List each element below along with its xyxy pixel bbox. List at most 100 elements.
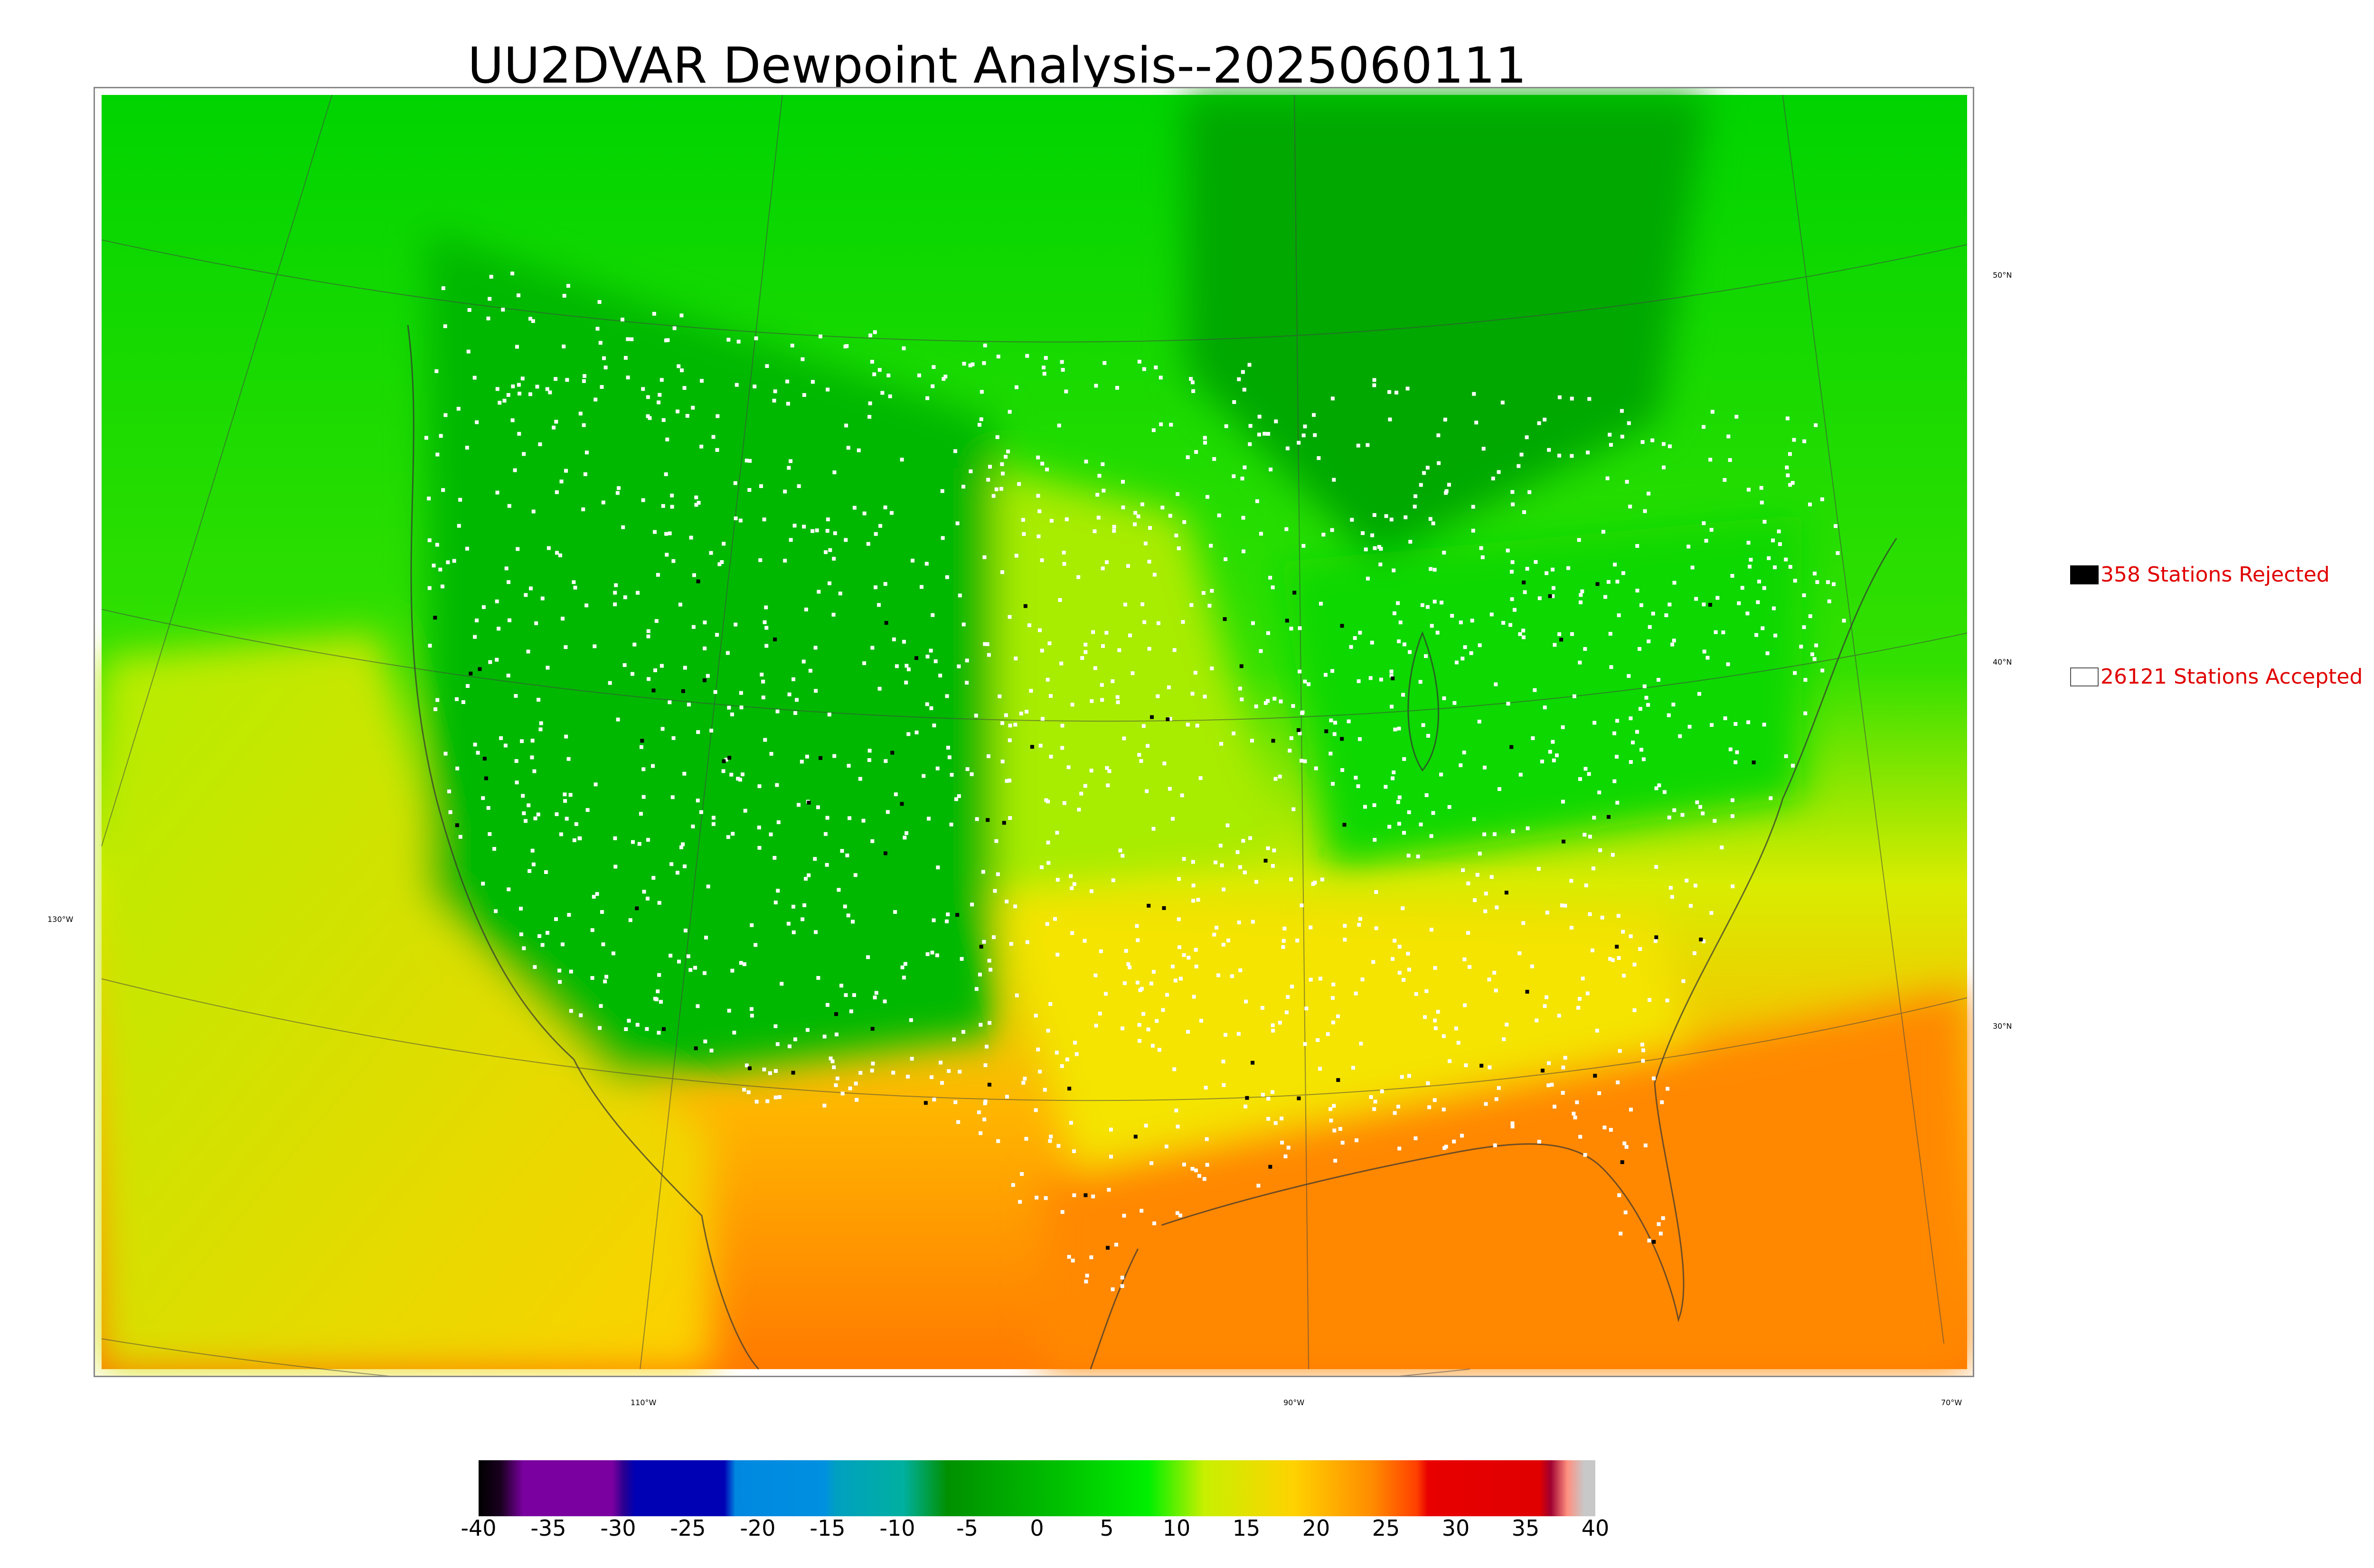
station-accepted: [623, 595, 627, 600]
station-accepted: [1694, 597, 1698, 601]
station-accepted: [1250, 739, 1254, 743]
station-accepted: [495, 599, 499, 603]
station-accepted: [933, 659, 938, 664]
station-rejected: [1150, 715, 1154, 719]
station-rejected: [722, 759, 726, 763]
north-dark-region: [1185, 94, 1707, 562]
station-accepted: [435, 543, 439, 547]
station-accepted: [1730, 574, 1734, 578]
station-accepted: [1104, 630, 1109, 635]
station-accepted: [1035, 1195, 1039, 1200]
station-accepted: [1084, 460, 1088, 464]
station-accepted: [804, 607, 808, 611]
station-accepted: [1191, 883, 1196, 888]
station-accepted: [904, 831, 909, 835]
station-accepted: [645, 896, 650, 901]
station-accepted: [1284, 1010, 1289, 1014]
station-accepted: [1627, 674, 1631, 678]
station-rejected: [1559, 638, 1564, 642]
station-accepted: [1497, 1086, 1501, 1090]
station-accepted: [679, 845, 683, 849]
station-accepted: [593, 644, 597, 648]
station-accepted: [924, 562, 929, 566]
station-accepted: [793, 1037, 797, 1042]
station-accepted: [1576, 1005, 1581, 1010]
station-accepted: [1196, 898, 1200, 902]
station-accepted: [1238, 968, 1243, 972]
station-accepted: [1291, 807, 1296, 811]
station-accepted: [1140, 602, 1145, 606]
station-accepted: [1189, 603, 1194, 607]
station-accepted: [727, 1009, 731, 1013]
station-accepted: [1672, 638, 1676, 643]
station-accepted: [558, 553, 562, 557]
station-accepted: [739, 705, 744, 710]
station-accepted: [834, 1083, 838, 1087]
station-rejected: [662, 1027, 666, 1031]
station-rejected: [773, 637, 777, 641]
station-accepted: [1067, 1255, 1071, 1259]
station-accepted: [867, 758, 871, 762]
station-rejected: [482, 757, 487, 761]
station-accepted: [1177, 546, 1181, 551]
station-accepted: [1560, 903, 1564, 908]
station-accepted: [657, 901, 661, 905]
station-accepted: [1219, 742, 1224, 746]
station-accepted: [1053, 917, 1057, 921]
station-accepted: [960, 957, 964, 961]
station-rejected: [1239, 664, 1244, 668]
station-rejected: [1336, 1078, 1340, 1082]
station-accepted: [946, 745, 950, 750]
station-accepted: [1256, 1183, 1261, 1188]
station-accepted: [582, 379, 586, 383]
station-accepted: [1406, 854, 1411, 858]
station-accepted: [1495, 905, 1499, 910]
station-accepted: [1333, 721, 1338, 725]
station-accepted: [1432, 568, 1437, 572]
station-accepted: [683, 929, 688, 933]
station-accepted: [680, 368, 684, 373]
station-accepted: [1224, 557, 1228, 561]
station-accepted: [1040, 558, 1044, 563]
station-accepted: [1266, 432, 1271, 436]
plains-moist-region: [996, 467, 1281, 894]
station-accepted: [1510, 1121, 1515, 1126]
station-accepted: [1015, 993, 1019, 997]
station-accepted: [1057, 423, 1061, 428]
station-accepted: [652, 311, 656, 316]
station-accepted: [639, 812, 643, 816]
station-accepted: [1064, 389, 1068, 394]
station-accepted: [980, 390, 984, 394]
station-accepted: [687, 703, 691, 707]
station-accepted: [1368, 676, 1373, 680]
station-accepted: [824, 550, 828, 554]
station-accepted: [427, 497, 431, 501]
station-accepted: [1210, 667, 1214, 670]
station-accepted: [682, 386, 687, 390]
station-accepted: [942, 377, 946, 381]
station-accepted: [787, 466, 791, 470]
station-accepted: [1709, 528, 1714, 532]
station-accepted: [675, 871, 679, 875]
station-accepted: [750, 1014, 754, 1018]
station-accepted: [1025, 354, 1029, 358]
station-accepted: [1215, 926, 1219, 930]
station-accepted: [1488, 1065, 1492, 1070]
station-accepted: [1369, 1095, 1373, 1099]
station-accepted: [801, 917, 805, 921]
station-accepted: [982, 555, 987, 559]
station-accepted: [929, 648, 933, 653]
station-accepted: [1543, 705, 1547, 710]
station-accepted: [746, 1090, 751, 1094]
station-accepted: [683, 864, 687, 868]
station-accepted: [1178, 1213, 1183, 1218]
station-accepted: [1235, 850, 1240, 854]
station-accepted: [645, 1027, 649, 1031]
station-accepted: [801, 357, 805, 361]
station-accepted: [1398, 620, 1403, 625]
station-accepted: [1587, 772, 1591, 776]
station-accepted: [1360, 977, 1365, 982]
station-accepted: [1810, 652, 1815, 657]
station-accepted: [1162, 761, 1167, 766]
station-accepted: [1416, 854, 1420, 859]
